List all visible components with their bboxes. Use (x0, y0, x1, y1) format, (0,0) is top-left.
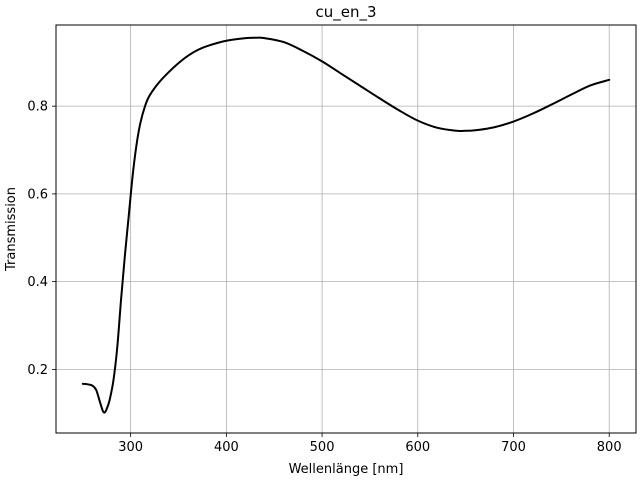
grid-lines (56, 25, 636, 433)
x-axis-label: Wellenlänge [nm] (289, 462, 404, 477)
series-layer (81, 36, 611, 414)
series-line (81, 36, 611, 414)
plot-area (56, 25, 636, 433)
y-tick-label: 0.6 (27, 187, 48, 202)
chart-title: cu_en_3 (315, 3, 376, 22)
x-tick-label: 400 (214, 440, 239, 455)
y-tick-label: 0.4 (27, 275, 48, 290)
x-tick-label: 800 (597, 440, 622, 455)
x-tick-label: 600 (405, 440, 430, 455)
axis-ticks: 300 400 500 600 700 800 0.2 0.4 0.6 0.8 (27, 100, 621, 455)
x-tick-label: 700 (501, 440, 526, 455)
y-tick-label: 0.8 (27, 100, 48, 115)
x-tick-label: 500 (310, 440, 335, 455)
y-axis-label: Transmission (4, 187, 19, 272)
y-tick-label: 0.2 (27, 363, 48, 378)
x-tick-label: 300 (118, 440, 143, 455)
plot-frame (55, 24, 637, 434)
